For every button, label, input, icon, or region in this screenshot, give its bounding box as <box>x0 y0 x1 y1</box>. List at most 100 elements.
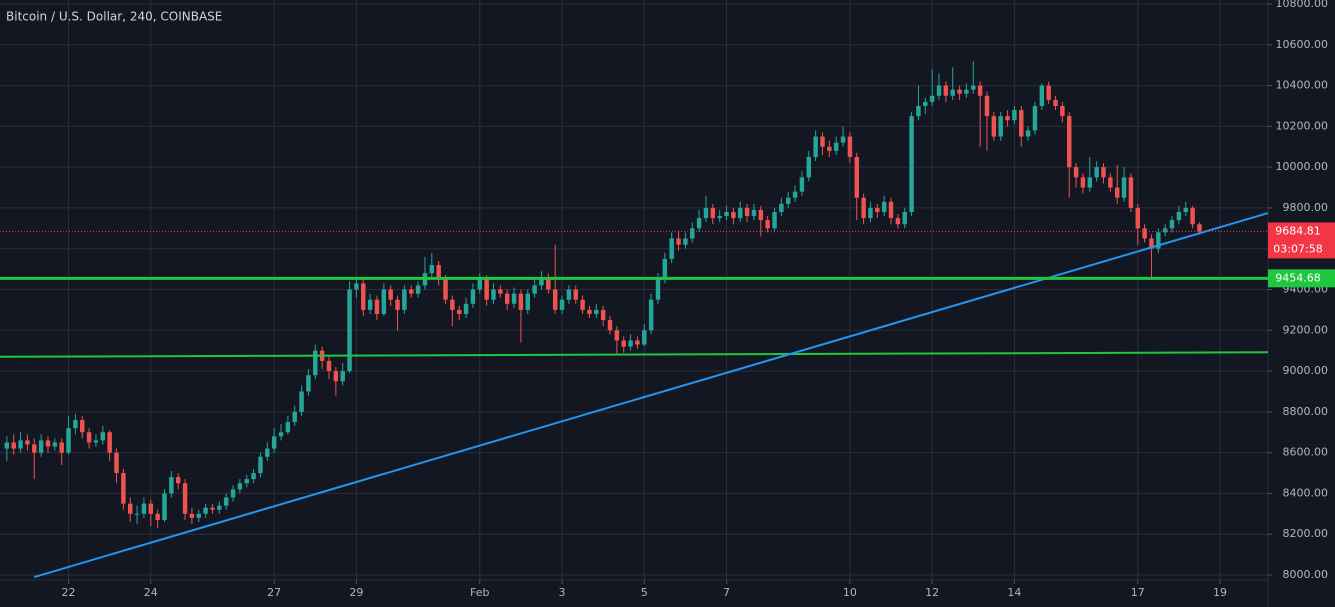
y-tick-label: 8000.00 <box>1283 568 1329 581</box>
candle-body <box>1039 85 1045 106</box>
candle-body <box>347 289 352 372</box>
candle-body <box>1108 177 1113 188</box>
candle-body <box>436 265 441 280</box>
candle-body <box>498 289 503 294</box>
candle-body <box>504 293 510 304</box>
candle-body <box>162 493 167 520</box>
level-label: 9454.68 <box>1275 271 1321 284</box>
candle-body <box>45 440 51 447</box>
candle-body <box>916 105 921 117</box>
candle-body <box>1149 238 1154 249</box>
candle-body <box>313 350 318 376</box>
candle-body <box>1094 167 1099 178</box>
candle-body <box>964 89 969 94</box>
candle-body <box>80 420 85 433</box>
y-tick-label: 10200.00 <box>1276 119 1329 132</box>
candle-body <box>738 207 743 219</box>
candle-body <box>1012 110 1017 121</box>
candle-body <box>1053 99 1058 106</box>
candle-body <box>525 293 530 310</box>
candle-body <box>779 203 784 213</box>
candle-body <box>4 442 10 449</box>
candle-body <box>765 220 770 229</box>
candle-body <box>141 503 147 514</box>
candle-body <box>621 340 626 347</box>
candle-body <box>868 207 873 219</box>
candle-body <box>223 497 229 506</box>
candle-body <box>443 279 448 300</box>
x-tick-label: 7 <box>723 586 730 599</box>
candle-body <box>607 320 613 331</box>
candle-body <box>690 228 695 239</box>
candle-body <box>18 440 23 449</box>
candle-body <box>1025 130 1031 137</box>
candle-body <box>991 116 997 137</box>
x-tick-label: 5 <box>641 586 648 599</box>
candle-body <box>895 218 901 225</box>
candle-body <box>1169 220 1175 229</box>
candle-body <box>785 197 791 204</box>
candle-body <box>477 279 483 290</box>
last-price-box <box>1268 222 1335 259</box>
x-tick-label: 24 <box>144 586 158 599</box>
countdown-label: 03:07:58 <box>1273 242 1322 255</box>
x-tick-label: 27 <box>267 586 281 599</box>
candle-body <box>127 503 133 514</box>
candle-body <box>532 285 537 294</box>
candle-body <box>648 299 654 331</box>
candle-body <box>271 436 277 449</box>
candle-body <box>772 212 777 229</box>
candle-body <box>573 289 578 300</box>
y-tick-label: 8800.00 <box>1283 405 1329 418</box>
candle-body <box>881 201 887 213</box>
x-tick-label: 17 <box>1131 586 1145 599</box>
candle-body <box>217 505 222 510</box>
candle-body <box>984 95 990 117</box>
candle-body <box>38 440 44 453</box>
candle-body <box>107 432 112 453</box>
candle-body <box>703 207 709 219</box>
candle-body <box>1183 207 1188 213</box>
y-tick-label: 10400.00 <box>1276 79 1329 92</box>
candle-body <box>189 513 195 518</box>
candle-body <box>696 218 702 229</box>
candle-body <box>854 156 859 198</box>
x-tick-label: 3 <box>559 586 566 599</box>
candle-body <box>450 299 455 310</box>
candle-body <box>285 422 291 433</box>
candle-body <box>203 507 208 514</box>
candle-body <box>134 513 140 515</box>
candle-body <box>463 303 469 314</box>
candle-body <box>977 85 983 96</box>
candle-body <box>1005 116 1010 121</box>
candle-body <box>614 330 620 341</box>
y-tick-label: 8200.00 <box>1283 527 1329 540</box>
candle-body <box>470 289 476 304</box>
candle-body <box>251 473 256 480</box>
candle-body <box>950 89 955 96</box>
candle-body <box>395 299 400 310</box>
candle-body <box>1060 105 1065 117</box>
candle-body <box>456 309 462 314</box>
candle-body <box>676 238 681 245</box>
candle-body <box>1087 177 1093 188</box>
candle-body <box>32 444 37 453</box>
last-price-label: 9684.81 <box>1275 224 1321 237</box>
candle-body <box>827 146 832 151</box>
candle-body <box>655 279 661 300</box>
candle-body <box>902 212 907 225</box>
x-tick-label: 10 <box>843 586 857 599</box>
candle-body <box>635 340 640 345</box>
candle-body <box>936 85 942 96</box>
candle-body <box>1067 116 1072 168</box>
candle-body <box>1046 85 1051 100</box>
candle-body <box>73 420 78 429</box>
candle-body <box>539 279 544 286</box>
candle-body <box>59 442 64 453</box>
y-tick-label: 10000.00 <box>1276 160 1329 173</box>
candle-body <box>957 89 962 94</box>
x-tick-label: 29 <box>349 586 363 599</box>
candle-body <box>1073 167 1079 178</box>
candle-body <box>429 265 435 274</box>
